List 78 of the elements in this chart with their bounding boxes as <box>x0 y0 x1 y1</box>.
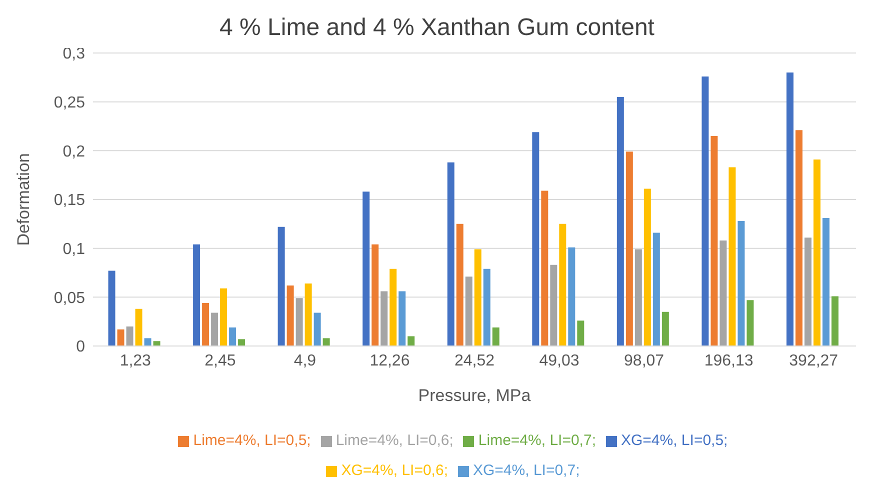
x-tick-label: 12,26 <box>370 352 410 370</box>
bar <box>380 291 388 346</box>
bar <box>372 244 379 346</box>
bar <box>362 192 370 346</box>
bar <box>652 232 660 346</box>
bar <box>193 244 200 346</box>
x-tick-label: 2,45 <box>204 352 236 370</box>
bar <box>238 339 246 346</box>
bar <box>135 308 142 346</box>
bar <box>398 291 406 346</box>
bar <box>550 264 558 346</box>
bar <box>286 285 294 346</box>
bar <box>616 96 624 346</box>
x-tick-label: 4,9 <box>294 352 316 370</box>
y-tick-label: 0,2 <box>62 143 86 160</box>
bar <box>746 300 754 346</box>
y-axis-title: Deformation <box>14 153 34 246</box>
bar <box>296 298 303 346</box>
legend-label: XG=4%, LI=0,6; <box>341 462 448 479</box>
bar <box>153 341 160 346</box>
bar <box>728 167 736 346</box>
bar <box>822 218 830 346</box>
bar <box>662 312 669 346</box>
x-tick-label: 24,52 <box>454 352 495 370</box>
x-tick-label: 392,27 <box>789 352 838 370</box>
bar <box>456 224 464 346</box>
x-tick-label: 98,07 <box>624 352 664 370</box>
bar <box>126 326 134 346</box>
chart-title: 4 % Lime and 4 % Xanthan Gum content <box>220 14 654 41</box>
bar <box>644 188 651 346</box>
legend-label: Lime=4%, LI=0,6; <box>336 432 454 449</box>
bar <box>559 224 566 346</box>
x-tick-label: 1,23 <box>120 352 152 370</box>
bar <box>117 329 124 346</box>
bar <box>229 327 236 346</box>
bar <box>447 162 454 346</box>
legend-label: XG=4%, LI=0,7; <box>473 462 580 479</box>
y-tick-label: 0,15 <box>54 192 86 210</box>
bar <box>483 268 490 346</box>
bar <box>738 220 745 346</box>
bar <box>211 312 218 346</box>
bar <box>202 303 210 346</box>
bar <box>322 338 330 346</box>
bar <box>831 296 838 346</box>
legend-label: XG=4%, LI=0,5; <box>620 432 728 449</box>
bar <box>804 238 812 346</box>
bar <box>492 327 500 346</box>
bar <box>795 130 802 346</box>
bar <box>813 159 820 346</box>
bar <box>702 76 709 346</box>
y-tick-label: 0,1 <box>62 241 86 258</box>
y-tick-label: 0,25 <box>54 94 86 112</box>
bar <box>304 283 312 346</box>
bar <box>710 136 718 346</box>
y-tick-label: 0 <box>76 338 86 356</box>
bar <box>108 270 116 346</box>
y-tick-label: 0,05 <box>54 290 86 307</box>
x-tick-label: 196,13 <box>704 352 754 370</box>
bar <box>626 152 633 346</box>
bar <box>278 226 285 346</box>
legend-label: Lime=4%, LI=0,7; <box>478 432 596 449</box>
bar <box>720 240 727 346</box>
bar <box>541 190 548 346</box>
bar <box>390 268 397 346</box>
bar <box>532 132 540 346</box>
bar <box>474 249 482 346</box>
bar <box>786 72 794 346</box>
bar <box>220 288 228 346</box>
bar <box>465 276 472 346</box>
x-tick-label: 49,03 <box>539 352 580 370</box>
legend-label: Lime=4%, LI=0,5; <box>193 432 311 449</box>
bar <box>577 320 584 346</box>
bar <box>568 247 576 346</box>
bar <box>634 249 642 346</box>
x-axis-title: Pressure, MPa <box>418 386 532 405</box>
bar <box>408 336 415 346</box>
bar <box>144 338 152 346</box>
bar <box>314 312 321 346</box>
